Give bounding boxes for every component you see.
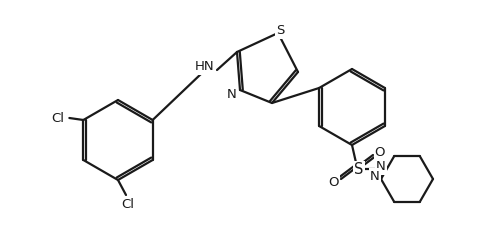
Text: N: N (227, 87, 237, 101)
Text: N: N (370, 170, 380, 183)
Text: Cl: Cl (121, 197, 134, 210)
Text: O: O (375, 146, 385, 158)
Text: N: N (376, 160, 386, 173)
Text: S: S (276, 25, 284, 37)
Text: Cl: Cl (51, 111, 64, 124)
Text: S: S (354, 163, 364, 178)
Text: O: O (329, 175, 339, 188)
Text: HN: HN (195, 61, 215, 74)
